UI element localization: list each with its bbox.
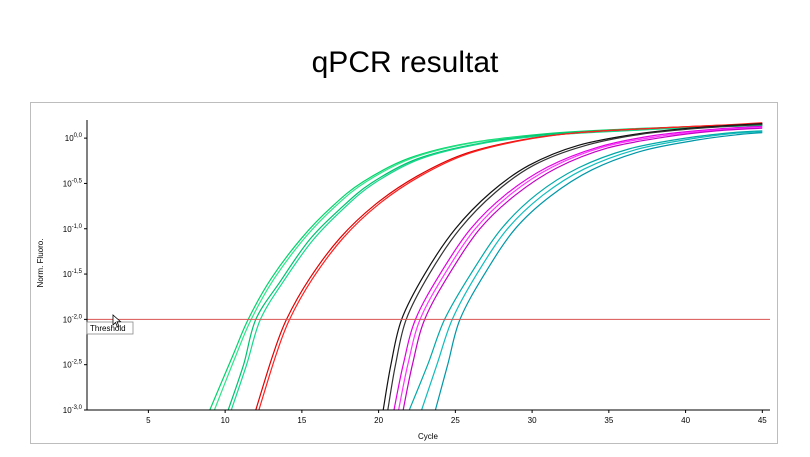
- y-tick-label: 10-3,0: [63, 405, 83, 415]
- y-tick-label: 10-2,5: [63, 360, 83, 370]
- mouse-cursor-icon: [112, 314, 122, 328]
- x-axis-ticks: 5 10 15 20 25 30 35 40 45: [146, 410, 767, 425]
- qpcr-amplification-chart: 5 10 15 20 25 30 35 40 45 100,0 10-0,5 10-1,0 10-1,…: [36, 120, 770, 441]
- threshold-tag[interactable]: Threshold: [86, 321, 134, 335]
- x-tick-label: 15: [297, 416, 306, 425]
- x-axis-label: Cycle: [418, 432, 439, 441]
- x-tick-label: 25: [451, 416, 460, 425]
- chart-panel: 5 10 15 20 25 30 35 40 45 100,0 10-0,5 10-1,0 10-1,…: [30, 102, 778, 444]
- curve-13[interactable]: [421, 131, 763, 411]
- x-tick-label: 10: [221, 416, 230, 425]
- slide-title: qPCR resultat: [311, 46, 499, 79]
- x-tick-label: 30: [528, 416, 537, 425]
- threshold-label: Threshold: [90, 324, 126, 333]
- y-tick-label: 10-1,5: [63, 269, 83, 279]
- x-tick-label: 40: [681, 416, 690, 425]
- x-tick-label: 5: [146, 416, 151, 425]
- curve-9[interactable]: [393, 125, 763, 411]
- y-tick-label: 10-2,0: [63, 314, 83, 324]
- curve-8[interactable]: [387, 123, 763, 411]
- y-tick-label: 10-1,0: [63, 224, 83, 234]
- curve-14[interactable]: [434, 132, 763, 411]
- threshold-tag-box: [86, 321, 134, 335]
- x-tick-label: 45: [758, 416, 767, 425]
- curve-7[interactable]: [382, 123, 763, 411]
- plot-area: [87, 120, 770, 410]
- curve-10[interactable]: [398, 126, 763, 411]
- y-tick-label: 100,0: [65, 133, 83, 143]
- y-tick-label: 10-0,5: [63, 178, 83, 188]
- y-axis-label: Norm. Fluoro.: [36, 239, 45, 288]
- y-axis-ticks: 100,0 10-0,5 10-1,0 10-1,5 10-2,0 10-2,5 10-3,…: [63, 133, 87, 415]
- x-tick-label: 35: [604, 416, 613, 425]
- x-tick-label: 20: [374, 416, 383, 425]
- curve-12[interactable]: [408, 130, 763, 411]
- curve-11[interactable]: [402, 127, 763, 411]
